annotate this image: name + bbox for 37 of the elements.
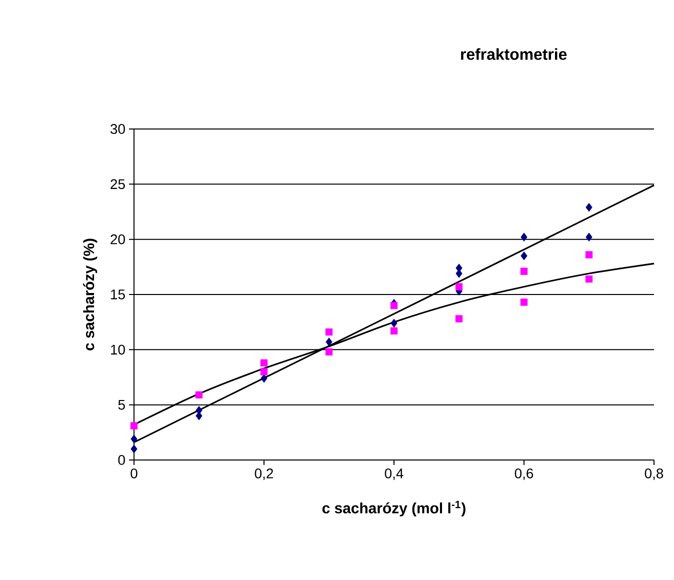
y-tick-label: 30 [110,124,125,134]
x-tick-label: 0,8 [644,468,664,480]
point [520,298,528,306]
point [325,348,333,356]
point [585,275,593,283]
point [326,338,332,346]
y-tick-label: 25 [110,179,125,190]
point [260,368,268,376]
point [390,302,398,310]
point [520,268,528,275]
point [130,444,138,454]
y-tick-label: 10 [111,344,125,355]
point [130,422,138,430]
point [195,391,203,398]
chart-title: refraktometrie [461,48,567,60]
point [390,318,398,328]
y-tick-label: 5 [118,400,125,410]
point [586,202,592,212]
point [130,434,138,444]
x-tick-label: 0,2 [254,468,274,480]
point [325,328,333,336]
x-tick-label: 0 [130,468,138,478]
y-axis-title: c sacharózy (%) [83,238,98,350]
point [520,251,528,260]
x-tick-label: 0,4 [384,468,404,480]
x-tick-label: 0,6 [514,468,534,480]
point [455,283,463,290]
point [260,359,268,366]
y-tick-label: 15 [111,290,125,300]
point [520,232,528,242]
y-tick-label: 20 [110,234,125,244]
point [390,327,398,334]
x-axis-title: c sacharózy (mol l$^{-1}$) [322,500,466,516]
point [585,251,593,258]
point [586,232,592,242]
point [455,315,463,322]
y-tick-label: 0 [118,455,125,465]
